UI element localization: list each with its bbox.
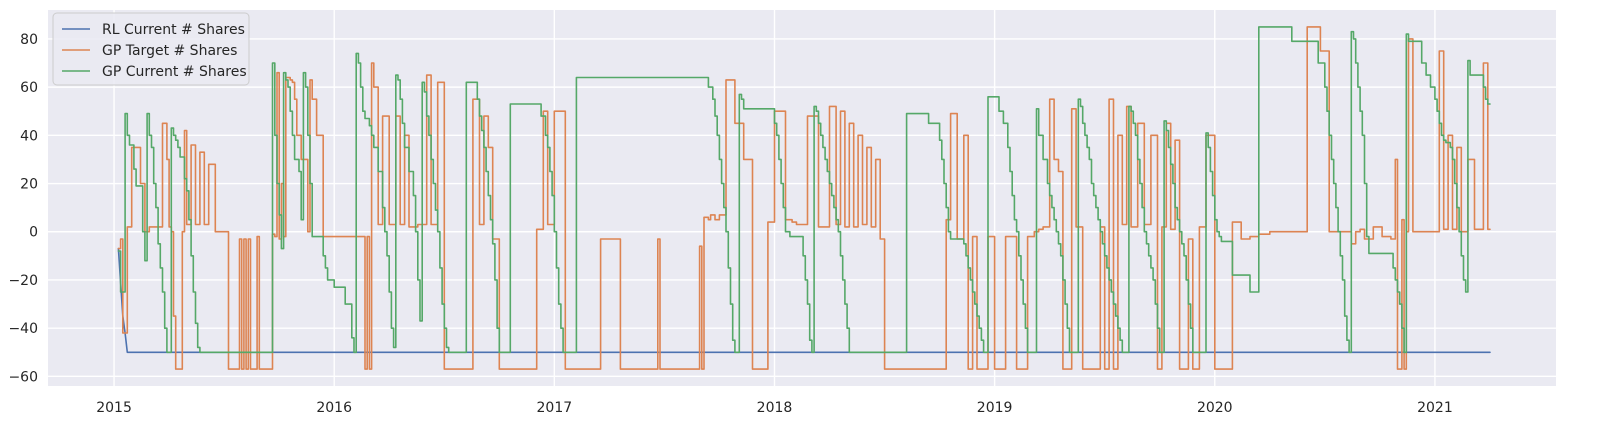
legend-label-rl-current: RL Current # Shares <box>102 22 245 38</box>
axis-ticks: 2015 2016 2017 2018 2019 2020 2021 −60 −40 −20 0 20… <box>8 32 1452 416</box>
y-tick-label: −20 <box>8 273 38 289</box>
legend: RL Current # Shares GP Target # Shares G… <box>52 12 250 86</box>
y-tick-label: 60 <box>20 80 38 96</box>
y-tick-label: 40 <box>20 128 38 144</box>
y-tick-label: 0 <box>29 225 38 241</box>
x-tick-label: 2015 <box>96 400 132 416</box>
plot-background <box>48 10 1556 386</box>
series-lines <box>117 26 1491 370</box>
x-tick-label: 2019 <box>977 400 1013 416</box>
series-gp-current <box>117 26 1491 354</box>
x-tick-label: 2016 <box>316 400 352 416</box>
x-tick-label: 2018 <box>757 400 793 416</box>
y-tick-label: 20 <box>20 177 38 193</box>
y-tick-label: −60 <box>8 369 38 385</box>
legend-box <box>52 12 250 86</box>
x-tick-label: 2020 <box>1197 400 1233 416</box>
y-tick-label: −40 <box>8 321 38 337</box>
x-tick-label: 2017 <box>537 400 573 416</box>
legend-label-gp-target: GP Target # Shares <box>102 43 237 59</box>
x-tick-label: 2021 <box>1417 400 1453 416</box>
y-tick-label: 80 <box>20 32 38 48</box>
legend-label-gp-current: GP Current # Shares <box>102 64 247 80</box>
